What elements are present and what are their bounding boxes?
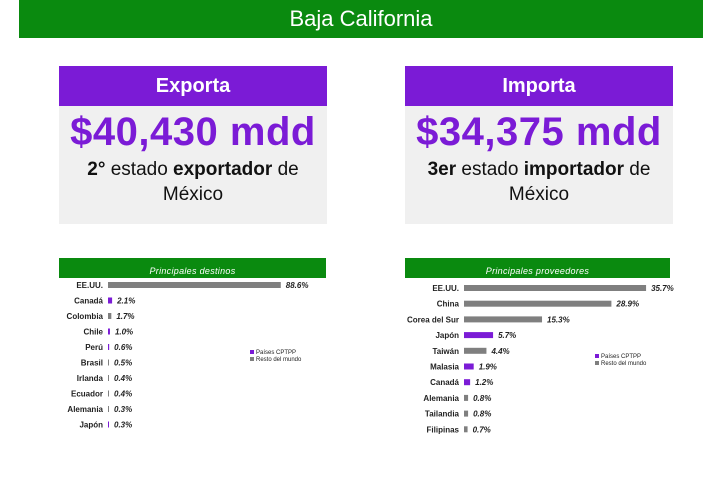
- import-amount: $34,375 mdd: [416, 110, 662, 154]
- category-label: Canadá: [74, 297, 103, 306]
- category-label: EE.UU.: [76, 281, 103, 290]
- legend-entry: Resto del mundo: [601, 361, 647, 367]
- category-label: Japón: [435, 331, 459, 340]
- category-label: Perú: [85, 343, 103, 352]
- category-label: Irlanda: [77, 374, 104, 383]
- import-text-b: importador: [523, 159, 624, 180]
- destinos-chart-title: Principales destinos: [59, 258, 326, 278]
- data-label: 88.6%: [286, 281, 309, 290]
- import-text-d: México: [508, 184, 570, 205]
- data-label: 15.3%: [547, 315, 570, 324]
- category-label: EE.UU.: [432, 284, 459, 293]
- data-label: 0.7%: [473, 425, 491, 434]
- category-label: Brasil: [81, 359, 103, 368]
- legend-entry: Países CPTPP: [601, 354, 641, 360]
- import-card: Importa $34,375 mdd 3er estado importado…: [405, 66, 673, 224]
- data-label: 0.5%: [114, 359, 132, 368]
- data-label: 2.1%: [116, 297, 135, 306]
- data-label: 0.6%: [114, 343, 132, 352]
- export-description: 2° estado exportador de México: [59, 157, 327, 207]
- data-label: 1.7%: [116, 312, 134, 321]
- legend-swatch: [595, 354, 599, 358]
- category-label: Filipinas: [427, 425, 460, 434]
- bar: [464, 363, 474, 370]
- category-label: China: [437, 300, 460, 309]
- data-label: 35.7%: [651, 284, 674, 293]
- page-title: Baja California: [19, 0, 703, 38]
- bar: [464, 426, 468, 433]
- category-label: Alemania: [67, 405, 103, 414]
- bar: [108, 375, 109, 381]
- bar: [464, 316, 543, 323]
- import-description: 3er estado importador de México: [405, 157, 673, 207]
- bar: [108, 282, 281, 288]
- data-label: 1.2%: [475, 378, 493, 387]
- legend-swatch: [250, 357, 254, 361]
- import-rank: 3er: [427, 159, 457, 180]
- category-label: Ecuador: [71, 390, 103, 399]
- data-label: 28.9%: [615, 300, 639, 309]
- data-label: 0.8%: [473, 410, 491, 419]
- legend-entry: Resto del mundo: [256, 357, 302, 363]
- data-label: 1.9%: [479, 363, 497, 372]
- data-label: 0.3%: [114, 405, 132, 414]
- bar: [464, 379, 471, 386]
- category-label: Chile: [83, 328, 103, 337]
- category-label: Canadá: [430, 378, 459, 387]
- bar: [108, 359, 109, 366]
- proveedores-chart: EE.UU. 35.7% China 28.9% Corea del Sur 15.3% J…: [407, 284, 674, 434]
- bar: [108, 421, 109, 428]
- category-label: Corea del Sur: [407, 315, 459, 324]
- legend-swatch: [595, 361, 599, 365]
- category-label: Colombia: [67, 312, 104, 321]
- export-text-b: exportador: [173, 159, 273, 180]
- import-text-a: estado: [461, 159, 519, 180]
- destinos-chart: EE.UU. 88.6% Canadá 2.1% Colombia 1.7% Chile 1.…: [67, 281, 309, 430]
- export-rank: 2°: [87, 159, 106, 180]
- data-label: 0.4%: [114, 374, 132, 383]
- bar: [108, 344, 110, 350]
- import-text-c: de: [629, 159, 651, 180]
- data-label: 1.0%: [115, 328, 133, 337]
- export-card-header: Exporta: [59, 66, 327, 106]
- data-label: 4.4%: [490, 347, 509, 356]
- bar: [464, 332, 494, 339]
- data-label: 0.4%: [114, 390, 132, 399]
- bar: [108, 406, 109, 412]
- bar: [464, 394, 469, 401]
- bar: [464, 410, 469, 417]
- bar: [108, 328, 110, 335]
- export-card: Exporta $40,430 mdd 2° estado exportador…: [59, 66, 327, 224]
- data-label: 0.3%: [114, 421, 132, 430]
- proveedores-chart-title: Principales proveedores: [405, 258, 670, 278]
- category-label: Japón: [79, 421, 103, 430]
- category-label: Taiwán: [432, 347, 459, 356]
- export-amount: $40,430 mdd: [70, 110, 316, 154]
- data-label: 5.7%: [498, 331, 516, 340]
- export-text-d: México: [162, 184, 224, 205]
- category-label: Malasia: [430, 363, 459, 372]
- legend-swatch: [250, 350, 254, 354]
- legend-entry: Países CPTPP: [256, 350, 296, 356]
- bar: [464, 285, 647, 291]
- data-label: 0.8%: [473, 394, 491, 403]
- bar: [464, 300, 612, 307]
- export-text-c: de: [277, 159, 299, 180]
- bar: [108, 313, 112, 319]
- bar: [108, 390, 109, 397]
- bar: [108, 297, 113, 304]
- category-label: Alemania: [423, 394, 459, 403]
- export-text-a: estado: [110, 159, 168, 180]
- bar: [464, 347, 487, 354]
- import-card-header: Importa: [405, 66, 673, 106]
- category-label: Tailandia: [425, 410, 460, 419]
